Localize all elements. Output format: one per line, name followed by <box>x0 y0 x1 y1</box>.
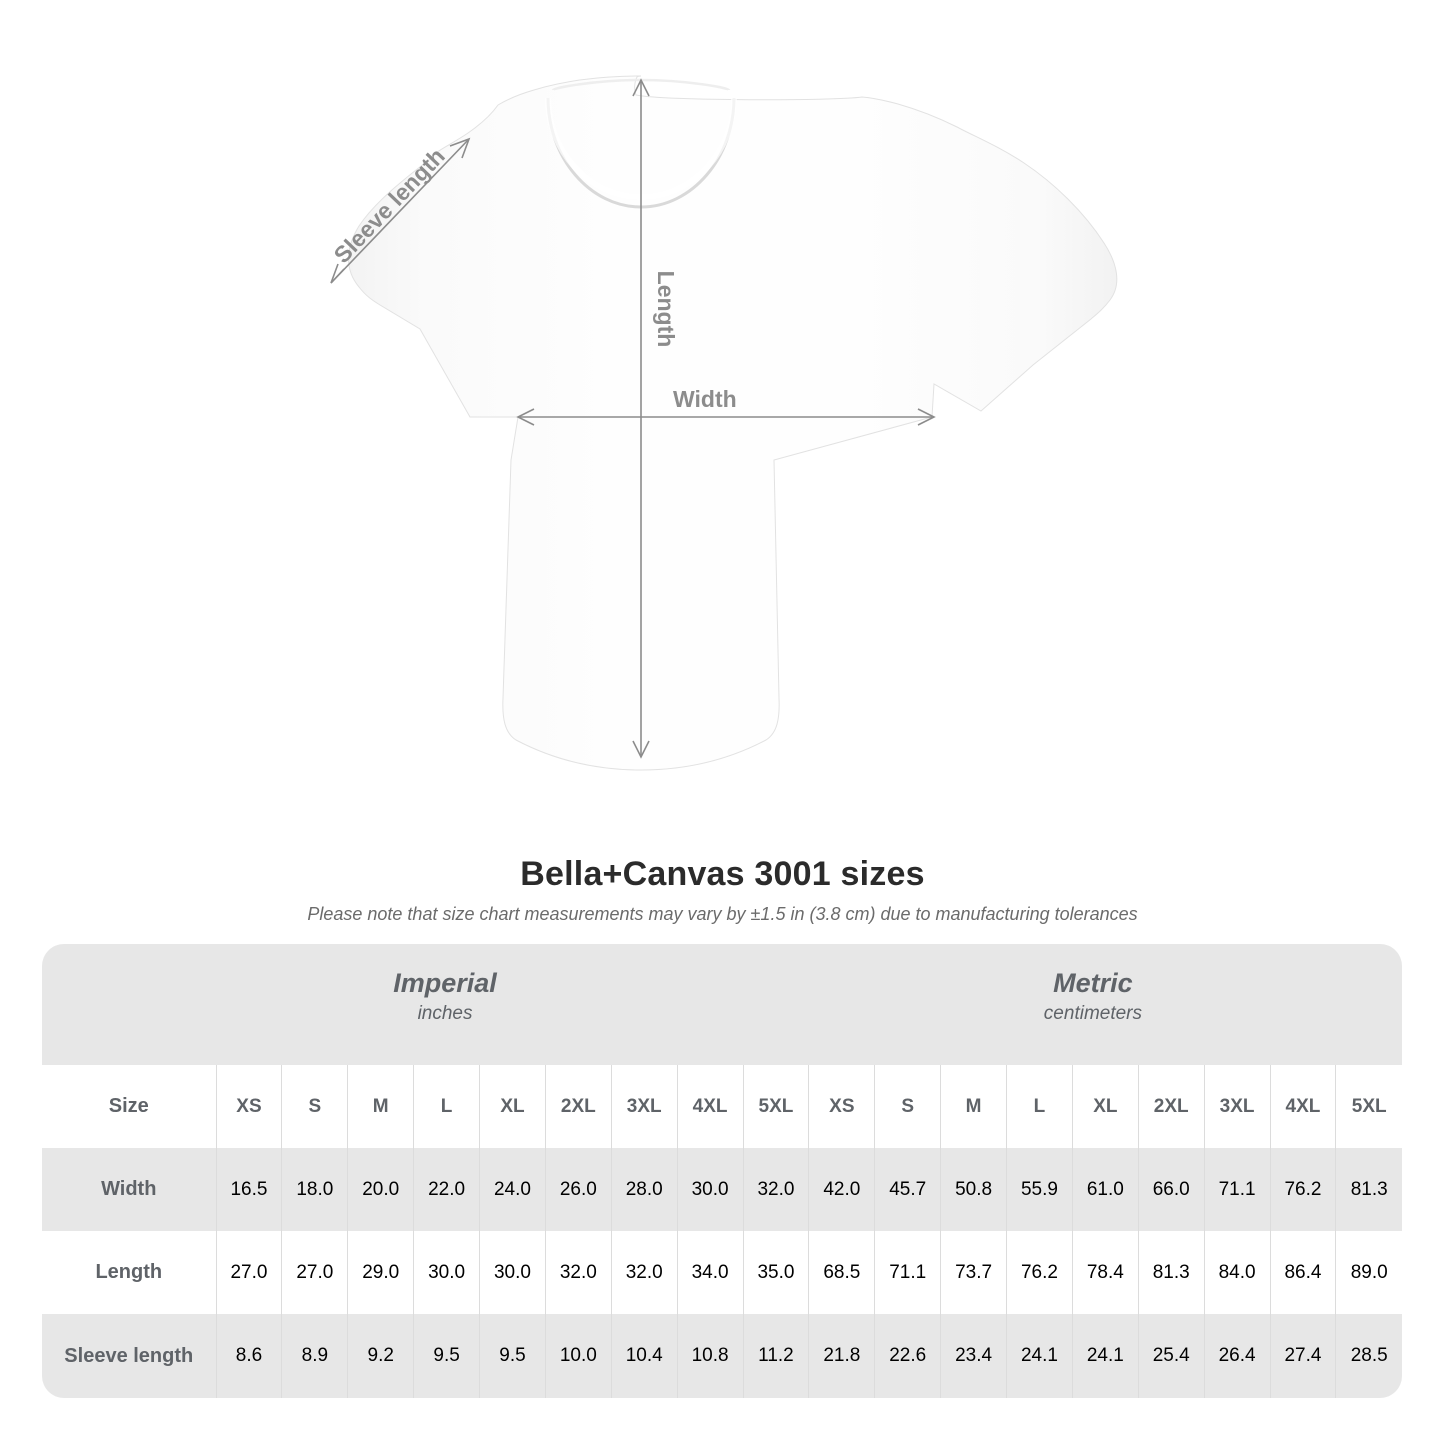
svg-text:Width: Width <box>673 386 737 412</box>
svg-text:Length: Length <box>653 271 679 348</box>
